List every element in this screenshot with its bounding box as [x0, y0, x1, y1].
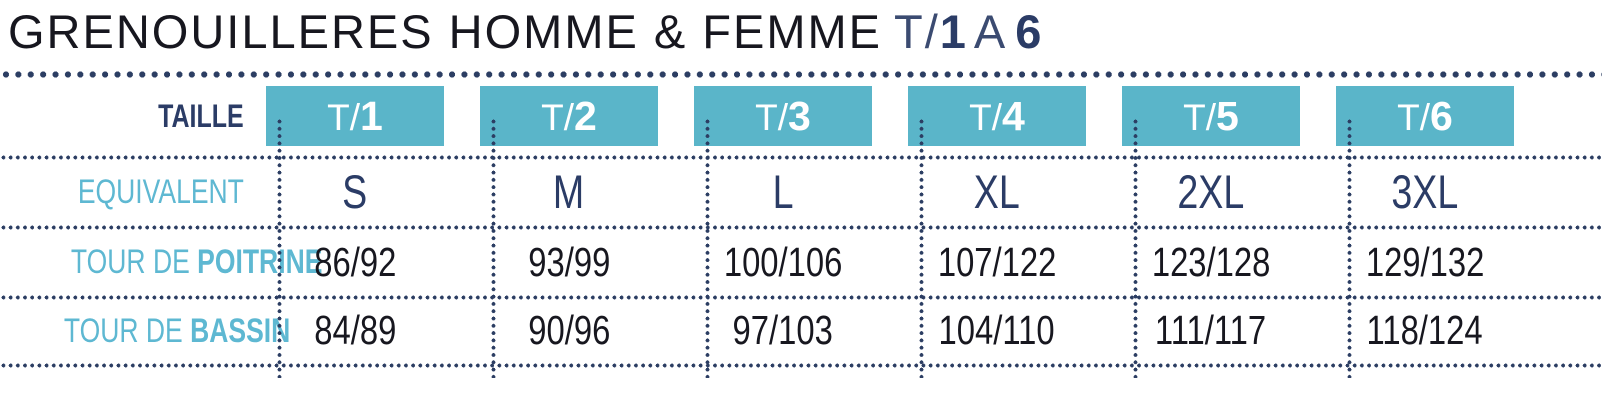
cell-bassin-t1: 84/89: [313, 307, 397, 353]
cell-bassin-t4: 104/110: [938, 307, 1056, 353]
cell-equivalent-t4: XL: [974, 165, 1020, 218]
column-divider-1: [277, 118, 282, 378]
table-bottom-dotted-line: [0, 363, 1602, 368]
cell-poitrine-t5: 123/128: [1151, 239, 1271, 285]
title-divider-dotted-line: [0, 70, 1602, 79]
size-header-t3: T/3: [694, 86, 872, 146]
size-header-t4: T/4: [908, 86, 1086, 146]
size-header-t2: T/2: [480, 86, 658, 146]
size-header-t6: T/6: [1336, 86, 1514, 146]
cell-equivalent-t6: 3XL: [1391, 165, 1459, 218]
row-header-tour-de-poitrine: TOUR DE POITRINE: [70, 243, 323, 281]
row-header-equivalent: EQUIVALENT: [77, 173, 244, 211]
cell-bassin-t3: 97/103: [732, 307, 834, 353]
cell-poitrine-t3: 100/106: [723, 239, 843, 285]
size-header-t1: T/1: [266, 86, 444, 146]
cell-equivalent-t5: 2XL: [1177, 165, 1245, 218]
column-divider-2: [491, 118, 496, 378]
cell-equivalent-t2: M: [553, 165, 585, 218]
title-range-separator: A: [973, 5, 1008, 58]
page-title: GRENOUILLERES HOMME & FEMME T/1 A 6: [8, 6, 1041, 58]
row-divider-3: [0, 295, 1602, 300]
cell-poitrine-t1: 86/92: [313, 239, 397, 285]
row-header-tour-de-bassin: TOUR DE BASSIN: [63, 312, 291, 350]
title-range-end: 6: [1015, 5, 1042, 58]
title-main: GRENOUILLERES HOMME & FEMME: [8, 5, 882, 58]
column-divider-5: [1133, 118, 1138, 378]
cell-equivalent-t3: L: [772, 165, 794, 218]
cell-poitrine-t6: 129/132: [1365, 239, 1485, 285]
cell-equivalent-t1: S: [342, 165, 368, 218]
row-divider-1: [0, 155, 1602, 160]
cell-bassin-t5: 111/117: [1155, 307, 1267, 353]
cell-poitrine-t4: 107/122: [937, 239, 1057, 285]
cell-bassin-t6: 118/124: [1366, 307, 1484, 353]
title-range-start: 1: [939, 5, 966, 58]
column-divider-6: [1347, 118, 1352, 378]
cell-bassin-t2: 90/96: [527, 307, 611, 353]
title-range-prefix: T/: [894, 5, 940, 58]
row-header-taille: TAILLE: [158, 98, 244, 134]
column-divider-3: [705, 118, 710, 378]
size-header-t5: T/5: [1122, 86, 1300, 146]
row-divider-2: [0, 225, 1602, 230]
cell-poitrine-t2: 93/99: [527, 239, 611, 285]
column-divider-4: [919, 118, 924, 378]
